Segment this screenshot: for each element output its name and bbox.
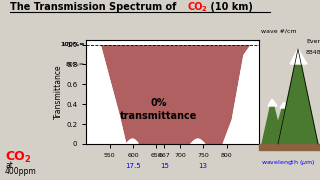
- Text: CO: CO: [5, 150, 25, 163]
- Text: wavelength ($\mu$m): wavelength ($\mu$m): [261, 158, 316, 167]
- Text: CO: CO: [188, 2, 204, 12]
- Polygon shape: [268, 99, 277, 106]
- Text: 8848m: 8848m: [306, 50, 320, 55]
- Polygon shape: [280, 102, 288, 108]
- Polygon shape: [278, 49, 318, 144]
- Polygon shape: [290, 49, 307, 64]
- Text: 0%
transmittance: 0% transmittance: [120, 98, 197, 121]
- Y-axis label: Transmittance: Transmittance: [54, 64, 63, 119]
- Polygon shape: [259, 144, 320, 150]
- Text: (10 km): (10 km): [207, 2, 253, 12]
- Text: The Transmission Spectrum of: The Transmission Spectrum of: [10, 2, 180, 12]
- Text: 13: 13: [199, 163, 208, 169]
- Text: 400ppm: 400ppm: [5, 166, 37, 176]
- Polygon shape: [262, 99, 283, 144]
- Text: 2: 2: [202, 6, 207, 12]
- Text: 17.5: 17.5: [125, 163, 141, 169]
- Text: at: at: [5, 161, 13, 170]
- Text: Everest: Everest: [306, 39, 320, 44]
- Text: 15: 15: [160, 163, 169, 169]
- Polygon shape: [272, 102, 295, 144]
- Text: 80%=: 80%=: [65, 62, 84, 67]
- Text: wave #/cm: wave #/cm: [261, 29, 297, 34]
- Text: 2: 2: [24, 156, 30, 165]
- Text: 100%=: 100%=: [60, 42, 84, 47]
